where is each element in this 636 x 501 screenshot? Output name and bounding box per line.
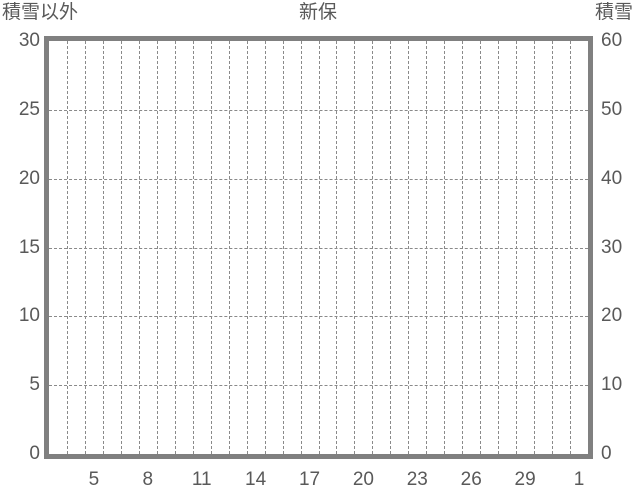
left-axis-tick-label: 5 — [29, 374, 40, 396]
x-axis-tick-label: 11 — [191, 469, 212, 490]
left-axis-tick-label: 30 — [18, 30, 40, 51]
horizontal-gridline — [49, 316, 588, 318]
x-axis-tick-label: 23 — [406, 469, 428, 490]
x-axis-tick-label: 8 — [142, 469, 154, 490]
right-axis-tick-label: 30 — [601, 236, 623, 258]
left-axis-caption: 積雪以外 — [2, 2, 79, 23]
right-axis-tick-label: 20 — [601, 305, 623, 327]
plot-area — [49, 41, 588, 454]
plot-frame — [44, 36, 593, 459]
horizontal-gridline — [49, 178, 588, 180]
right-axis-tick-label: 60 — [601, 30, 623, 51]
left-axis-tick-label: 15 — [18, 236, 40, 258]
right-axis-tick-label: 10 — [601, 374, 623, 396]
left-axis-tick-label: 25 — [18, 98, 40, 120]
left-axis-tick-label: 10 — [18, 305, 40, 327]
x-axis-tick-label: 1 — [573, 469, 585, 490]
left-axis-tick-label: 20 — [18, 167, 40, 189]
horizontal-gridline — [49, 109, 588, 111]
x-axis-tick-label: 26 — [460, 469, 482, 490]
x-axis-tick-label: 20 — [352, 469, 374, 490]
horizontal-gridline — [49, 247, 588, 249]
x-axis-tick-label: 5 — [88, 469, 100, 490]
x-axis-tick-label: 29 — [514, 469, 536, 490]
left-axis-tick-label: 0 — [29, 443, 40, 464]
x-axis-tick-label: 14 — [245, 469, 267, 490]
right-axis-tick-label: 50 — [601, 98, 623, 120]
right-axis-tick-label: 0 — [601, 443, 612, 464]
x-axis-tick-label: 17 — [298, 469, 321, 490]
horizontal-gridline — [49, 385, 588, 387]
chart-title: 新保 — [298, 2, 337, 23]
right-axis-tick-label: 40 — [601, 167, 623, 189]
right-axis-caption: 積雪 — [594, 2, 633, 23]
